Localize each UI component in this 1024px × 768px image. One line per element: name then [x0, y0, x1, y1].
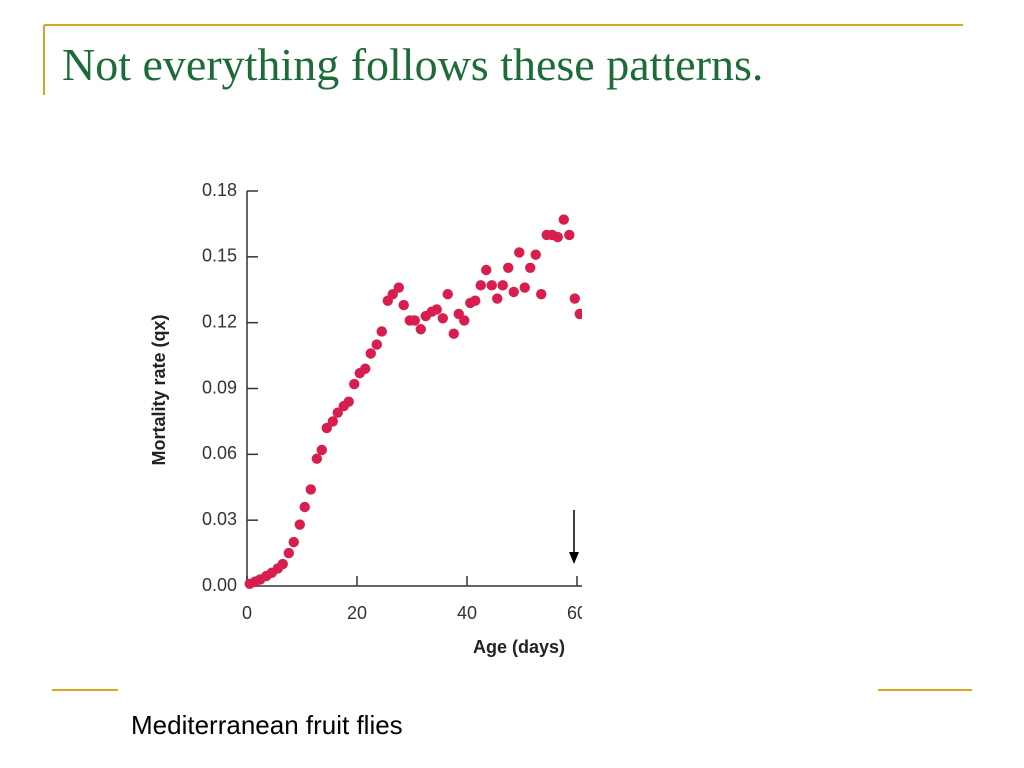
point	[508, 286, 519, 298]
point	[574, 308, 582, 320]
point	[288, 536, 299, 548]
y-tick-label: 0.06	[202, 443, 237, 463]
caption: Mediterranean fruit flies	[131, 710, 403, 740]
plot: Age (days) 0.00 0.03 0.06 0.09 0.12 0.15 0.18 0…	[202, 180, 587, 657]
point	[503, 262, 514, 274]
y-tick-label: 0.09	[202, 377, 237, 397]
point	[470, 295, 481, 306]
point	[437, 313, 448, 324]
point	[316, 444, 327, 456]
point	[459, 315, 470, 326]
point	[294, 519, 305, 530]
point	[536, 288, 547, 300]
point	[442, 288, 453, 300]
point	[415, 324, 426, 335]
x-tick-label: 40	[457, 603, 477, 623]
point	[497, 280, 508, 291]
point	[519, 282, 530, 293]
arrow-head	[569, 552, 579, 564]
point	[387, 288, 398, 300]
slide-title: Not everything follows these patterns.	[62, 39, 764, 90]
point	[492, 293, 503, 304]
point	[475, 280, 486, 291]
y-tick-label: 0.15	[202, 246, 237, 266]
point	[552, 231, 563, 243]
point	[332, 407, 343, 418]
point	[431, 304, 442, 315]
y-tick-label: 0.00	[202, 575, 237, 595]
point	[283, 547, 294, 559]
point	[305, 484, 316, 495]
point	[398, 299, 409, 311]
point	[530, 249, 541, 260]
x-axis-label: Age (days)	[473, 637, 565, 657]
point	[569, 293, 580, 304]
point	[299, 501, 310, 513]
point	[343, 396, 354, 407]
x-tick-label: 0	[242, 603, 252, 623]
point	[393, 282, 404, 293]
point	[349, 378, 360, 390]
point	[564, 229, 575, 241]
point	[365, 348, 376, 359]
x-tick-label: 60	[567, 603, 587, 623]
point	[311, 453, 323, 464]
y-axis-label: Mortality rate (qx)	[149, 314, 169, 465]
point	[376, 326, 387, 337]
point	[558, 214, 569, 225]
point	[514, 247, 525, 258]
point	[481, 264, 492, 276]
point	[448, 328, 459, 339]
point	[327, 416, 338, 427]
point	[360, 363, 371, 374]
y-tick-label: 0.18	[202, 180, 237, 200]
point	[486, 280, 497, 291]
point	[321, 422, 332, 434]
point	[409, 315, 420, 326]
x-tick-label: 20	[347, 603, 367, 623]
point	[371, 339, 382, 350]
point	[277, 558, 288, 570]
y-tick-label: 0.03	[202, 509, 237, 529]
y-tick-label: 0.12	[202, 311, 237, 331]
point	[525, 262, 536, 274]
